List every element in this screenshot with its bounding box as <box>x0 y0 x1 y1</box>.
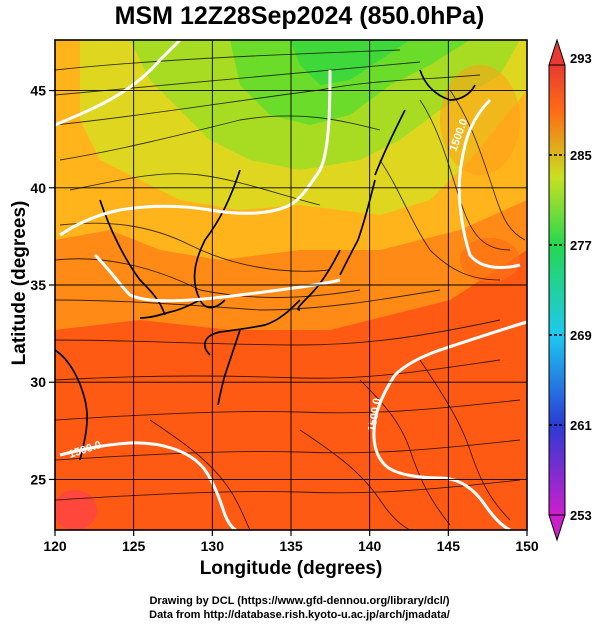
colorbar-scale <box>548 64 566 516</box>
y-tick-label: 35 <box>30 277 46 293</box>
coastlines <box>55 69 476 461</box>
colorbar-tick-label: 277 <box>570 238 592 253</box>
y-tick-label: 25 <box>30 471 46 487</box>
map-grid <box>55 40 527 530</box>
y-axis: 25 30 35 40 45 <box>30 83 55 487</box>
x-tick-label: 130 <box>201 538 225 554</box>
colorbar-tick-label: 269 <box>570 328 592 343</box>
colorbar-tick-label: 285 <box>570 148 592 163</box>
x-tick-label: 150 <box>515 538 539 554</box>
contour-label: 1500.0 <box>366 397 384 432</box>
y-axis-title: Latitude (degrees) <box>9 200 30 366</box>
colorbar-lower-arrow <box>548 514 566 542</box>
x-tick-label: 125 <box>122 538 146 554</box>
x-tick-label: 140 <box>358 538 382 554</box>
credit-data-source: Data from http://database.rish.kyoto-u.a… <box>149 609 450 621</box>
colorbar-upper-arrow <box>548 38 566 66</box>
y-tick-label: 40 <box>30 180 46 196</box>
x-tick-label: 120 <box>43 538 67 554</box>
colorbar <box>548 38 566 542</box>
height-contours <box>55 40 527 530</box>
colorbar-tick-label: 293 <box>570 51 592 66</box>
x-axis: 120 125 130 135 140 145 150 <box>43 530 539 554</box>
x-axis-title: Longitude (degrees) <box>199 558 383 579</box>
y-tick-label: 30 <box>30 374 46 390</box>
x-tick-label: 135 <box>279 538 303 554</box>
y-tick-label: 45 <box>30 83 46 99</box>
colorbar-ticks: 293 285 277 269 261 253 <box>549 51 592 523</box>
colorbar-tick-label: 253 <box>570 508 592 523</box>
x-tick-label: 145 <box>437 538 461 554</box>
credit-drawing: Drawing by DCL (https://www.gfd-dennou.o… <box>149 595 450 607</box>
colorbar-tick-label: 261 <box>570 418 592 433</box>
map-title: MSM 12Z28Sep2024 (850.0hPa) <box>114 2 485 30</box>
